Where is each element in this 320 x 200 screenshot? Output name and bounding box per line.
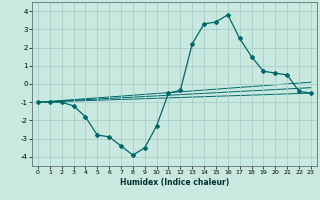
X-axis label: Humidex (Indice chaleur): Humidex (Indice chaleur) [120, 178, 229, 187]
